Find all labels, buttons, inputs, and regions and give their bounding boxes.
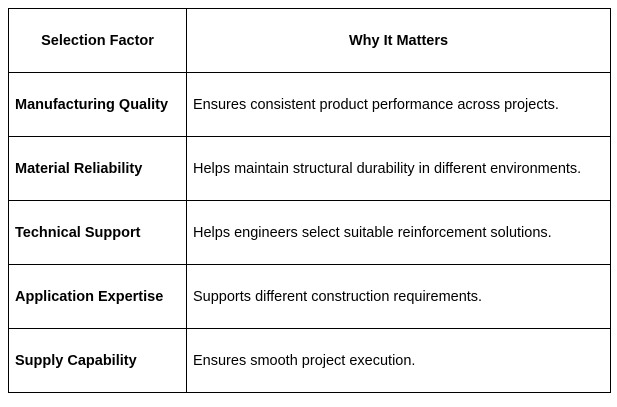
table: Selection Factor Why It Matters Manufact… <box>8 8 611 393</box>
reason-cell: Supports different construction requirem… <box>186 264 611 329</box>
factor-cell: Manufacturing Quality <box>8 72 187 137</box>
table-row: Application Expertise Supports different … <box>8 264 611 329</box>
reason-cell: Ensures consistent product performance a… <box>186 72 611 137</box>
factor-cell: Application Expertise <box>8 264 187 329</box>
table-header: Selection Factor Why It Matters <box>8 8 611 73</box>
factor-cell: Technical Support <box>8 200 187 265</box>
table-row: Manufacturing Quality Ensures consistent … <box>8 72 611 137</box>
table-row: Supply Capability Ensures smooth project … <box>8 328 611 393</box>
table-row: Material Reliability Helps maintain struc… <box>8 136 611 201</box>
header-cell: Why It Matters <box>186 8 611 73</box>
header-row: Selection Factor Why It Matters <box>8 8 611 73</box>
table-row: Technical Support Helps engineers select … <box>8 200 611 265</box>
reason-cell: Helps engineers select suitable reinforc… <box>186 200 611 265</box>
factor-cell: Material Reliability <box>8 136 187 201</box>
header-cell: Selection Factor <box>8 8 187 73</box>
factor-cell: Supply Capability <box>8 328 187 393</box>
reason-cell: Ensures smooth project execution. <box>186 328 611 393</box>
table-body: Manufacturing Quality Ensures consistent … <box>8 72 611 393</box>
reason-cell: Helps maintain structural durability in … <box>186 136 611 201</box>
